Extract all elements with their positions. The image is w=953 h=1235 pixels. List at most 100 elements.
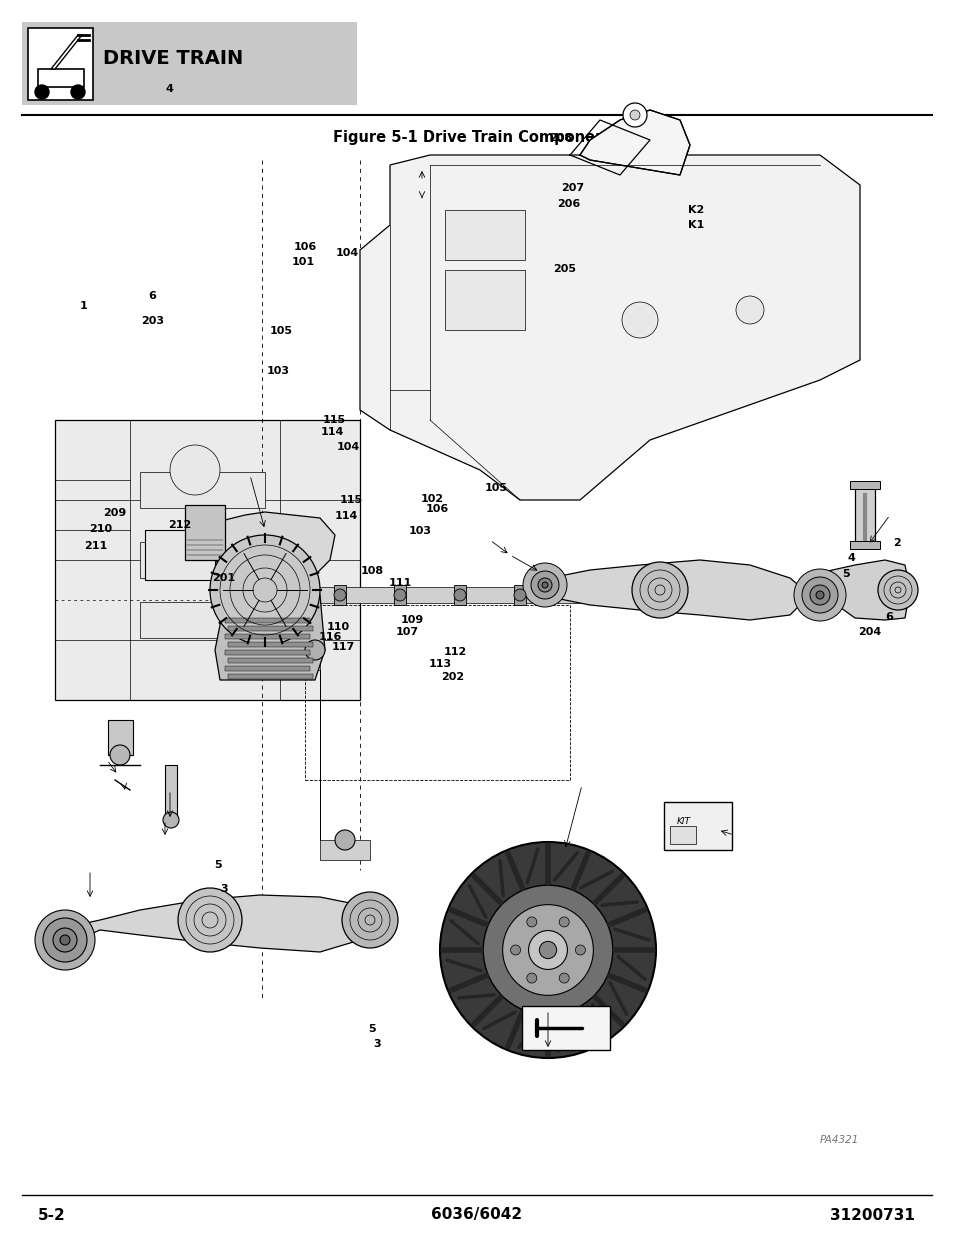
Text: 210: 210 bbox=[90, 524, 112, 534]
Bar bbox=[444, 210, 524, 261]
Text: PA4321: PA4321 bbox=[820, 1135, 859, 1145]
Bar bbox=[521, 1007, 609, 1050]
Bar bbox=[228, 674, 313, 679]
Circle shape bbox=[801, 577, 837, 613]
Bar bbox=[185, 505, 225, 559]
Bar bbox=[849, 541, 879, 550]
Circle shape bbox=[210, 535, 319, 645]
Bar bbox=[140, 542, 265, 578]
Text: 4: 4 bbox=[166, 84, 173, 94]
Text: 111: 111 bbox=[389, 578, 412, 588]
Circle shape bbox=[439, 842, 656, 1058]
Text: 106: 106 bbox=[294, 242, 316, 252]
Circle shape bbox=[558, 916, 569, 927]
Text: 3: 3 bbox=[373, 1039, 380, 1049]
Circle shape bbox=[538, 941, 556, 958]
Circle shape bbox=[629, 110, 639, 120]
Circle shape bbox=[877, 571, 917, 610]
Bar bbox=[454, 585, 465, 605]
Text: Figure 5-1 Drive Train Components: Figure 5-1 Drive Train Components bbox=[333, 130, 620, 144]
Bar bbox=[854, 485, 874, 545]
Text: 206: 206 bbox=[557, 199, 579, 209]
Circle shape bbox=[575, 945, 585, 955]
Text: 202: 202 bbox=[440, 672, 463, 682]
Text: 4: 4 bbox=[846, 553, 854, 563]
Circle shape bbox=[71, 85, 85, 99]
Text: K1: K1 bbox=[687, 220, 704, 230]
Text: 211: 211 bbox=[84, 541, 107, 551]
Text: 105: 105 bbox=[270, 326, 293, 336]
Circle shape bbox=[526, 916, 537, 927]
Bar bbox=[225, 650, 310, 655]
Text: 108: 108 bbox=[360, 566, 383, 576]
Bar bbox=[38, 69, 84, 86]
Bar bbox=[165, 764, 177, 820]
Bar bbox=[444, 270, 524, 330]
Circle shape bbox=[631, 562, 687, 618]
Bar bbox=[145, 530, 214, 580]
Text: 3: 3 bbox=[220, 884, 228, 894]
Circle shape bbox=[334, 589, 346, 601]
Circle shape bbox=[541, 582, 547, 588]
Polygon shape bbox=[579, 110, 689, 175]
Circle shape bbox=[178, 888, 242, 952]
Circle shape bbox=[502, 905, 593, 995]
Text: 205: 205 bbox=[553, 264, 576, 274]
Circle shape bbox=[163, 811, 179, 827]
Text: 5: 5 bbox=[213, 860, 221, 869]
Circle shape bbox=[454, 589, 465, 601]
Text: 31200731: 31200731 bbox=[829, 1208, 914, 1223]
Polygon shape bbox=[539, 559, 809, 620]
Text: 109: 109 bbox=[400, 615, 423, 625]
Bar bbox=[228, 658, 313, 663]
Polygon shape bbox=[310, 587, 579, 603]
Text: 101: 101 bbox=[292, 257, 314, 267]
Text: 113: 113 bbox=[429, 659, 452, 669]
Text: 106: 106 bbox=[425, 504, 448, 514]
Circle shape bbox=[558, 973, 569, 983]
Text: 6036/6042: 6036/6042 bbox=[431, 1208, 522, 1223]
Circle shape bbox=[514, 589, 525, 601]
Text: 110: 110 bbox=[327, 622, 350, 632]
Text: 201: 201 bbox=[212, 573, 234, 583]
Text: K2: K2 bbox=[687, 205, 704, 215]
Text: 5-2: 5-2 bbox=[38, 1208, 66, 1223]
Circle shape bbox=[394, 589, 406, 601]
Text: 105: 105 bbox=[484, 483, 507, 493]
Text: 6: 6 bbox=[149, 291, 156, 301]
Circle shape bbox=[510, 945, 520, 955]
Text: 117: 117 bbox=[332, 642, 355, 652]
Circle shape bbox=[43, 918, 87, 962]
Bar bbox=[28, 28, 92, 100]
Bar bbox=[514, 585, 525, 605]
Circle shape bbox=[526, 973, 537, 983]
Text: 114: 114 bbox=[320, 427, 343, 437]
Polygon shape bbox=[55, 895, 375, 952]
Text: KIT: KIT bbox=[677, 818, 690, 826]
Polygon shape bbox=[809, 559, 909, 620]
Bar bbox=[225, 618, 310, 622]
Text: 204: 204 bbox=[858, 627, 881, 637]
Circle shape bbox=[53, 927, 77, 952]
Bar bbox=[228, 626, 313, 631]
Text: 114: 114 bbox=[335, 511, 357, 521]
Circle shape bbox=[531, 571, 558, 599]
Text: 207: 207 bbox=[560, 183, 583, 193]
Text: 203: 203 bbox=[141, 316, 164, 326]
Circle shape bbox=[793, 569, 845, 621]
Circle shape bbox=[621, 303, 658, 338]
Circle shape bbox=[622, 103, 646, 127]
Text: 115: 115 bbox=[322, 415, 345, 425]
Bar bbox=[394, 585, 406, 605]
Bar bbox=[108, 720, 132, 755]
Text: 115: 115 bbox=[339, 495, 362, 505]
Circle shape bbox=[60, 935, 70, 945]
Text: 209: 209 bbox=[103, 508, 126, 517]
Bar bbox=[225, 666, 310, 671]
Text: 102: 102 bbox=[420, 494, 443, 504]
Circle shape bbox=[170, 445, 220, 495]
Circle shape bbox=[809, 585, 829, 605]
Bar bbox=[22, 22, 356, 105]
Text: 1: 1 bbox=[80, 301, 88, 311]
Circle shape bbox=[35, 85, 49, 99]
